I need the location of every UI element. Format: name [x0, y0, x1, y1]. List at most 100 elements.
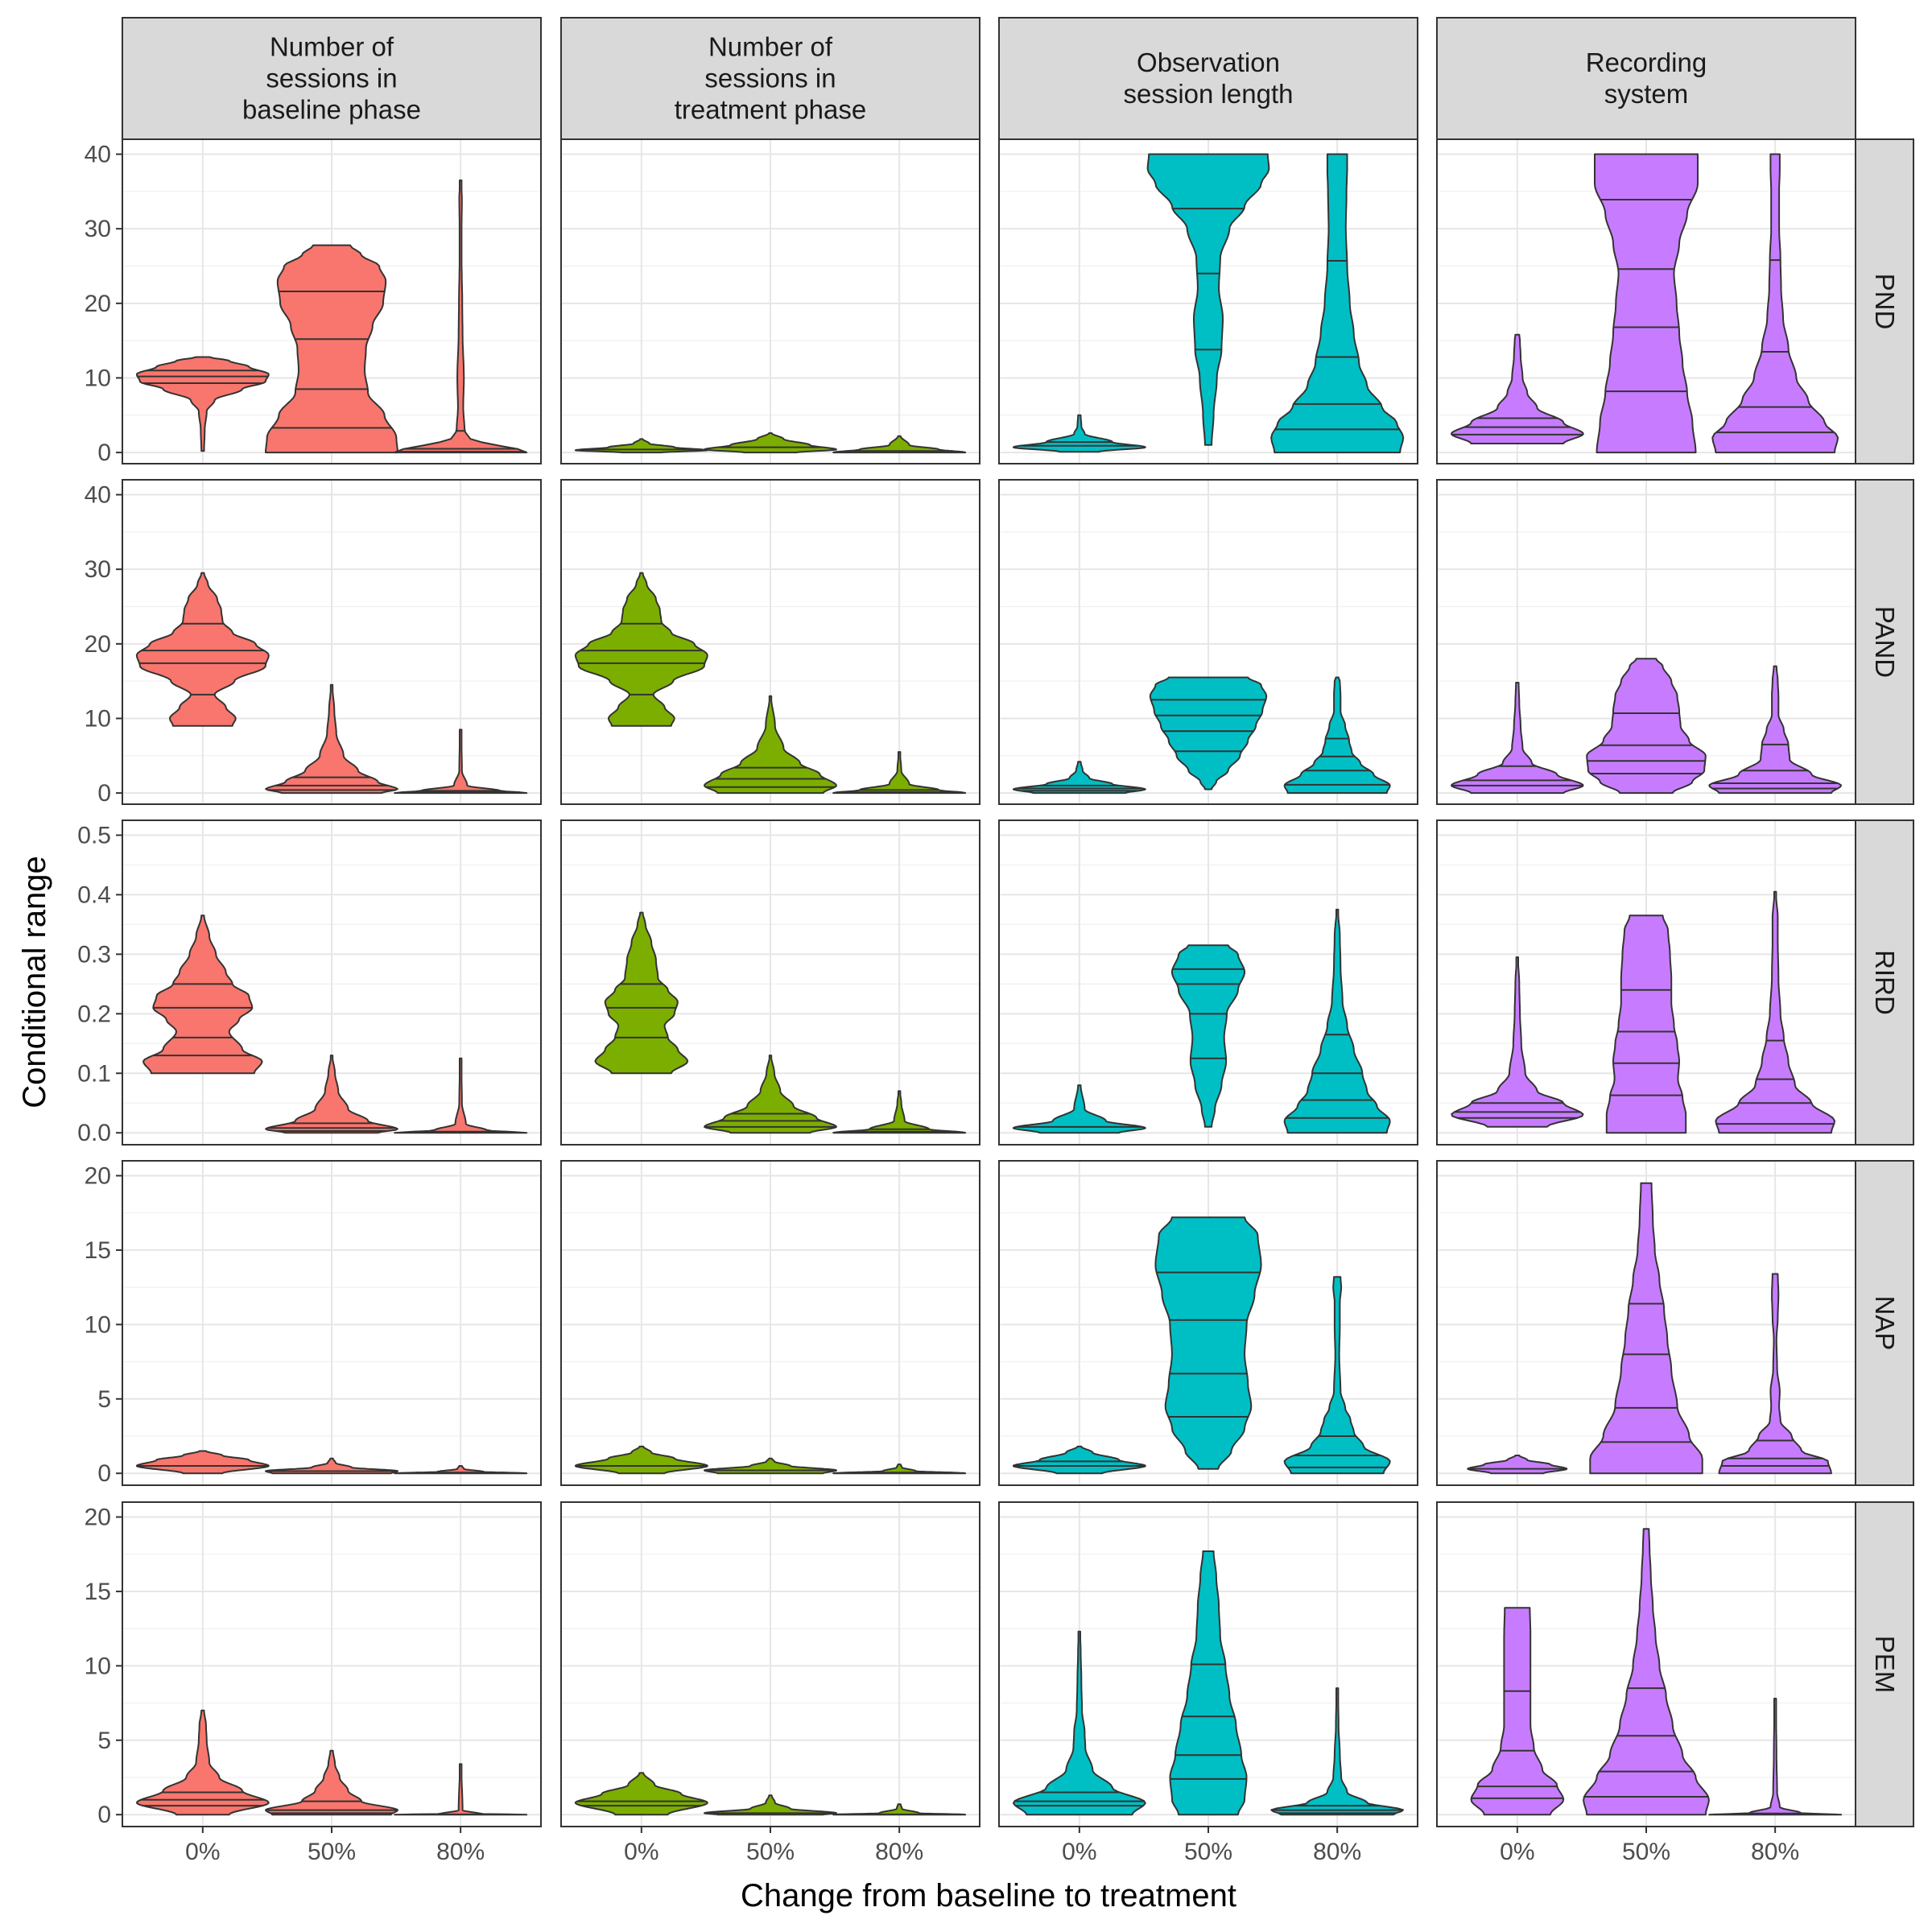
violin-50pct	[1146, 153, 1270, 446]
row-strip-label: RIRD	[1870, 950, 1900, 1015]
column-strip: Recording system	[1436, 17, 1856, 140]
y-tick-label: 15	[85, 1237, 111, 1264]
row-strip-background	[1855, 1160, 1914, 1486]
row-strip: NAP	[1855, 1160, 1914, 1486]
y-tick-label: 15	[85, 1579, 111, 1605]
facet-panel: 0 10 20 30 40	[85, 479, 542, 807]
y-tick-label: 10	[85, 705, 111, 732]
violin-50pct	[265, 1749, 398, 1816]
facet-panel	[560, 819, 980, 1146]
x-tick-label: 0%	[185, 1839, 220, 1865]
panel-border	[998, 479, 1418, 805]
y-tick-label: 0	[97, 1460, 111, 1487]
y-axis-title: Conditional range	[17, 856, 52, 1108]
violin-0pct	[1451, 956, 1584, 1128]
column-strip-label: Number of sessions in treatment phase	[675, 32, 866, 125]
violin-80pct	[1711, 153, 1839, 454]
violin-50pct	[1586, 658, 1707, 795]
facet-panel: 0 5 10 15 20 0% 50% 80%	[85, 1501, 542, 1865]
facet-panel	[998, 138, 1418, 464]
violin-50pct	[1583, 1528, 1710, 1816]
column-strip-label: Number of sessions in baseline phase	[242, 32, 421, 125]
x-tick-label: 80%	[875, 1839, 923, 1865]
y-tick-label: 40	[85, 142, 111, 168]
violin-80pct	[394, 1763, 528, 1816]
y-tick-label: 20	[85, 631, 111, 658]
row-strip: PND	[1855, 138, 1914, 464]
panel-border	[122, 819, 542, 1146]
panel-border	[122, 479, 542, 805]
facet-panel	[560, 479, 980, 805]
panel-border	[560, 1160, 980, 1486]
violin-0pct	[135, 572, 270, 727]
violin-50pct	[265, 1457, 398, 1475]
x-tick-label: 50%	[746, 1839, 795, 1865]
y-tick-label: 0.4	[77, 881, 111, 908]
panel-border	[998, 1160, 1418, 1486]
row-strip: RIRD	[1855, 819, 1914, 1146]
facet-panel	[1436, 479, 1856, 805]
violin-0pct	[1470, 1607, 1565, 1816]
column-strips: Number of sessions in baseline phase Number…	[122, 17, 1856, 140]
violin-80pct	[1718, 1273, 1832, 1475]
row-strip-background	[1855, 479, 1914, 805]
row-strip-background	[1855, 138, 1914, 464]
violin-0pct	[142, 914, 263, 1075]
violin-0pct	[594, 911, 689, 1075]
violin-80pct	[394, 729, 528, 795]
violin-80pct	[1283, 908, 1391, 1134]
y-tick-label: 30	[85, 556, 111, 583]
y-tick-label: 10	[85, 365, 111, 391]
facet-panel	[998, 479, 1418, 805]
facet-panel: 0 5 10 15 20	[85, 1160, 542, 1487]
row-strip-label: NAP	[1870, 1296, 1900, 1351]
violin-0pct	[1451, 682, 1584, 795]
x-axis-title: Change from baseline to treatment	[741, 1878, 1236, 1913]
y-tick-label: 20	[85, 1504, 111, 1530]
x-tick-label: 0%	[1500, 1839, 1534, 1865]
panel-border	[122, 1160, 542, 1486]
violin-80pct	[394, 1057, 528, 1134]
column-strip: Observation session length	[998, 17, 1418, 140]
violin-0pct	[135, 1709, 270, 1816]
x-tick-label: 50%	[308, 1839, 356, 1865]
facet-panel: 0 10 20 30 40	[85, 138, 542, 466]
violin-50pct	[1154, 1216, 1262, 1470]
facet-panel	[998, 1160, 1418, 1486]
violin-80pct	[832, 1803, 967, 1816]
y-tick-label: 10	[85, 1653, 111, 1679]
violin-50pct	[1170, 944, 1246, 1128]
violin-0pct	[574, 572, 708, 727]
x-tick-label: 80%	[436, 1839, 485, 1865]
violin-80pct	[832, 1090, 967, 1134]
x-tick-label: 50%	[1622, 1839, 1670, 1865]
violin-50pct	[1589, 1182, 1703, 1475]
y-tick-label: 0.2	[77, 1001, 111, 1027]
violin-80pct	[1708, 665, 1842, 795]
column-strip: Number of sessions in baseline phase	[122, 17, 542, 140]
row-strips: PND PAND RIRD NAP PEM	[1855, 138, 1914, 1827]
y-tick-label: 5	[97, 1386, 111, 1413]
column-strip-background	[998, 17, 1418, 140]
violin-80pct	[832, 751, 967, 795]
y-tick-label: 20	[85, 1162, 111, 1189]
y-tick-label: 5	[97, 1728, 111, 1754]
violin-50pct	[1605, 914, 1687, 1134]
facet-panel: 0% 50% 80%	[1436, 1501, 1856, 1865]
facet-panel: 0.0 0.1 0.2 0.3 0.4 0.5	[77, 819, 542, 1146]
column-strip-label: Recording system	[1586, 47, 1707, 109]
violin-80pct	[394, 180, 528, 454]
y-tick-label: 0.0	[77, 1120, 111, 1146]
row-strip-label: PAND	[1870, 606, 1900, 678]
column-strip-background	[122, 17, 542, 140]
row-strip-label: PEM	[1870, 1636, 1900, 1694]
y-tick-label: 0	[97, 1802, 111, 1828]
violin-80pct	[394, 1465, 528, 1475]
row-strip: PAND	[1855, 479, 1914, 805]
y-tick-label: 0	[97, 780, 111, 807]
facet-panels: 0 10 20 30 40 0 10 20 30 40 0.0 0.1 0.2 0.3 0.4 0.5 0 5 10…	[77, 138, 1856, 1865]
violin-50pct	[265, 1055, 398, 1134]
violin-80pct	[1715, 890, 1835, 1134]
y-tick-label: 30	[85, 216, 111, 242]
